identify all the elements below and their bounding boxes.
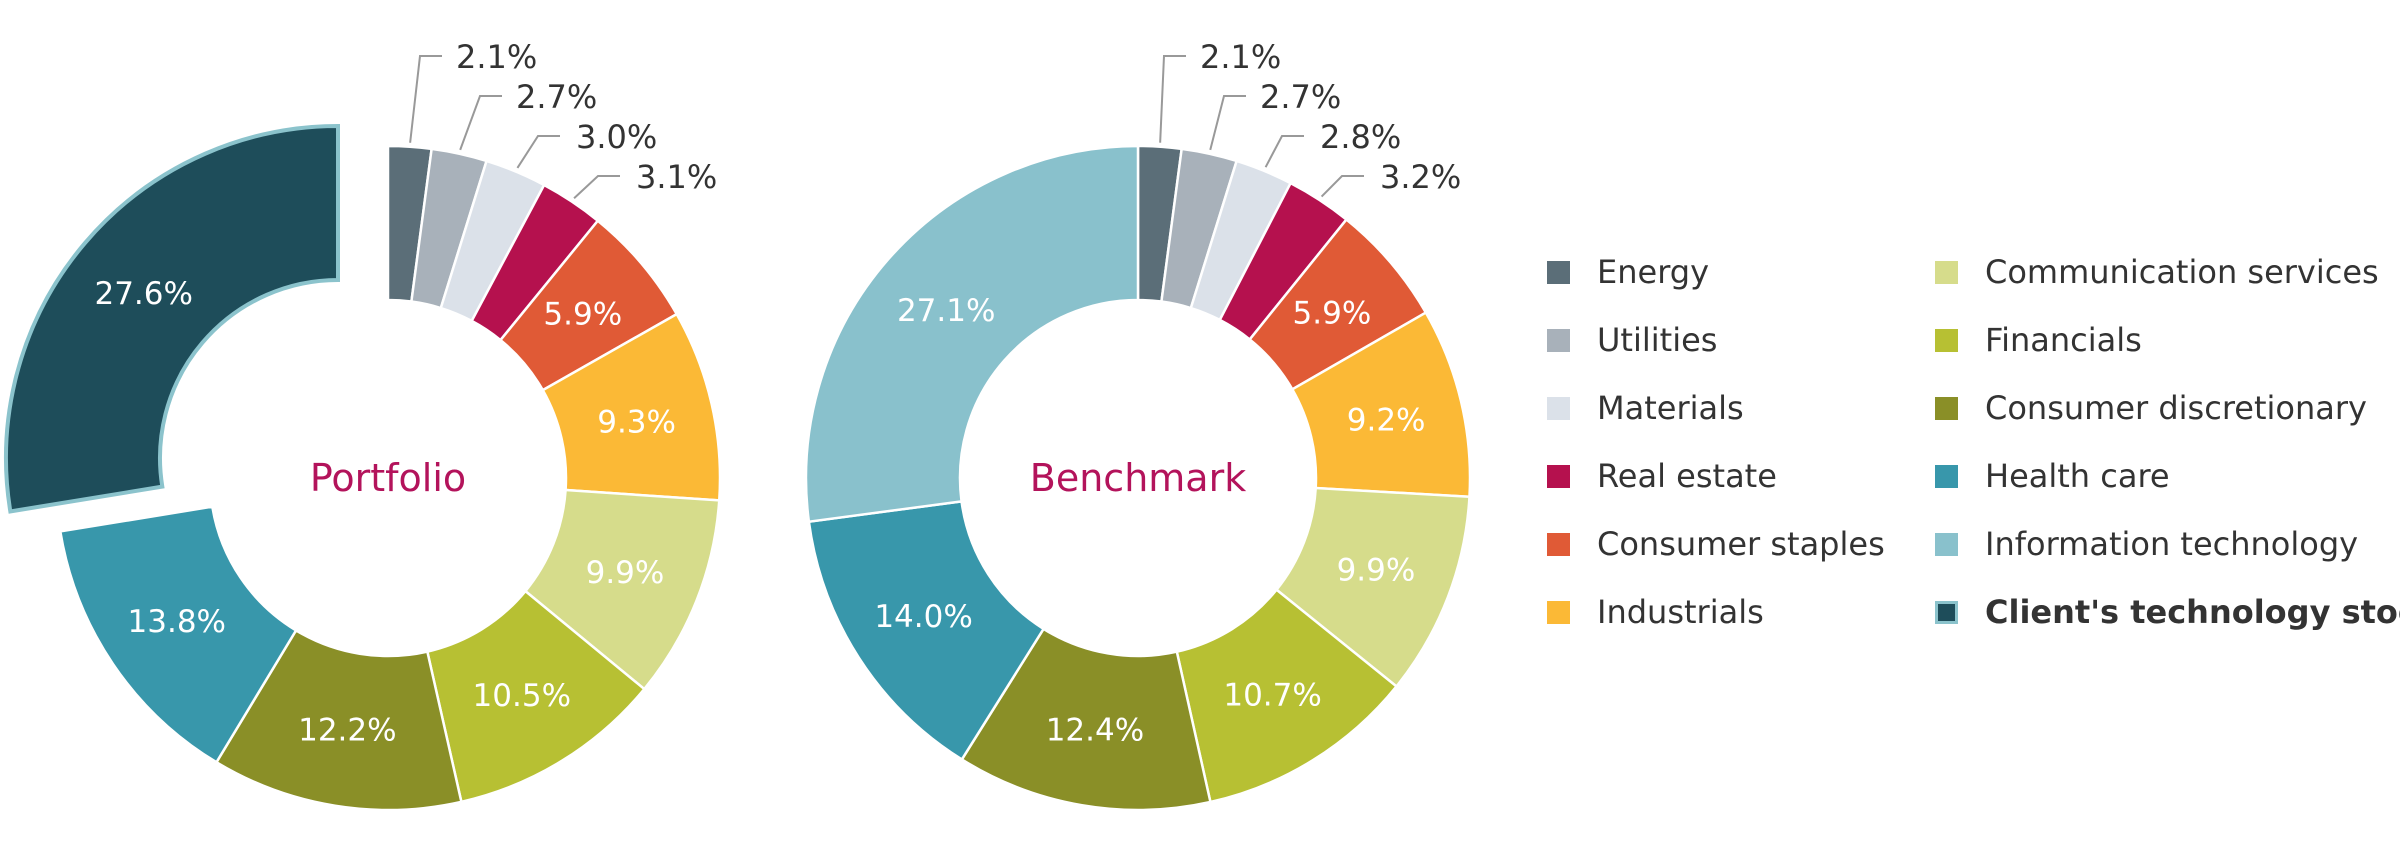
benchmark-leader-energy (1159, 55, 1186, 143)
legend-swatch-communication-services (1935, 261, 1958, 284)
portfolio-label-communication-services: 9.9% (586, 555, 665, 591)
portfolio-label-client-s-technology-stock: 27.6% (94, 276, 192, 312)
legend-swatch-utilities (1547, 329, 1570, 352)
portfolio-label-consumer-discretionary: 12.2% (298, 713, 396, 749)
benchmark-label-information-technology: 27.1% (897, 293, 995, 329)
legend-label: Consumer staples (1597, 525, 1885, 563)
portfolio-slice-client-s-technology-stock (4, 123, 340, 514)
portfolio-leader-utilities (459, 95, 502, 151)
benchmark-leader-utilities (1209, 95, 1246, 151)
portfolio-callout-materials: 3.0% (576, 118, 657, 156)
portfolio-leader-materials (516, 135, 560, 169)
legend-swatch-information-technology (1935, 533, 1958, 556)
legend-label: Consumer discretionary (1985, 389, 2367, 427)
benchmark-callout-energy: 2.1% (1200, 38, 1281, 76)
legend-label: Client's technology stock (1985, 593, 2400, 631)
benchmark-label-financials: 10.7% (1223, 678, 1321, 714)
portfolio-leader-real-estate (573, 175, 620, 199)
benchmark-label-consumer-staples: 5.9% (1293, 295, 1372, 331)
legend-swatch-energy (1547, 261, 1570, 284)
portfolio-callout-utilities: 2.7% (516, 78, 597, 116)
legend-swatch-consumer-staples (1547, 533, 1570, 556)
legend-label: Energy (1597, 253, 1710, 291)
legend-label: Health care (1985, 457, 2170, 495)
portfolio-label-industrials: 9.3% (597, 404, 676, 440)
portfolio-label-consumer-staples: 5.9% (543, 296, 622, 332)
portfolio-leader-energy (409, 55, 442, 143)
benchmark-leader-materials (1264, 135, 1304, 168)
legend-swatch-consumer-discretionary (1935, 397, 1958, 420)
benchmark-slice-health-care (807, 500, 1046, 762)
benchmark-callout-utilities: 2.7% (1260, 78, 1341, 116)
portfolio-callout-real-estate: 3.1% (636, 158, 717, 196)
legend-label: Materials (1597, 389, 1744, 427)
portfolio-label-financials: 10.5% (473, 678, 571, 714)
benchmark-label-industrials: 9.2% (1347, 402, 1426, 438)
legend-swatch-materials (1547, 397, 1570, 420)
benchmark-leader-real-estate (1320, 175, 1364, 198)
portfolio-label-health-care: 13.8% (128, 604, 226, 640)
legend-swatch-financials (1935, 329, 1958, 352)
benchmark-callout-materials: 2.8% (1320, 118, 1401, 156)
legend-swatch-industrials (1547, 601, 1570, 624)
legend-label: Utilities (1597, 321, 1718, 359)
legend-label: Real estate (1597, 457, 1777, 495)
benchmark-label-communication-services: 9.9% (1337, 553, 1416, 589)
legend-label: Information technology (1985, 525, 2359, 563)
portfolio-slice-health-care (58, 505, 298, 764)
benchmark-slice-consumer-discretionary (960, 627, 1212, 812)
legend-swatch-health-care (1935, 465, 1958, 488)
portfolio-center-title: Portfolio (310, 456, 466, 500)
legend-swatch-clients-technology-stock (1935, 601, 1958, 624)
benchmark-slice-information-technology (804, 144, 1140, 524)
portfolio-callout-energy: 2.1% (456, 38, 537, 76)
legend-label: Industrials (1597, 593, 1764, 631)
benchmark-callout-real-estate: 3.2% (1380, 158, 1461, 196)
benchmark-label-consumer-discretionary: 12.4% (1046, 712, 1144, 748)
legend-swatch-real-estate (1547, 465, 1570, 488)
benchmark-center-title: Benchmark (1030, 456, 1246, 500)
legend-label: Financials (1985, 321, 2142, 359)
benchmark-label-health-care: 14.0% (874, 599, 972, 635)
legend-label: Communication services (1985, 253, 2379, 291)
